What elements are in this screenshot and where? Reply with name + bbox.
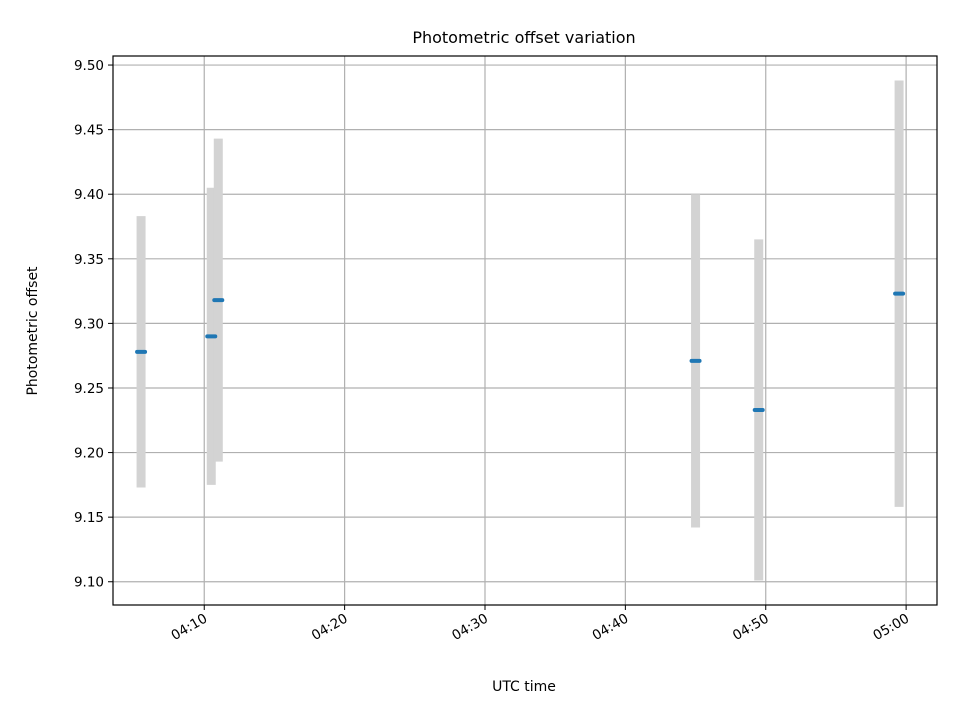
y-tick-label: 9.10 (74, 575, 104, 591)
y-tick-label: 9.35 (74, 252, 104, 268)
y-tick-label: 9.25 (74, 381, 104, 397)
y-tick-label: 9.40 (74, 187, 104, 203)
data-markers (135, 291, 906, 412)
y-tick-label: 9.30 (74, 316, 104, 332)
y-axis-label: Photometric offset (25, 266, 41, 396)
y-tick-label: 9.15 (74, 510, 104, 526)
grid (113, 56, 937, 605)
y-tick-label: 9.45 (74, 123, 104, 139)
axes (108, 55, 938, 610)
y-tick-label: 9.50 (74, 58, 104, 74)
y-tick-label: 9.20 (74, 446, 104, 462)
x-axis-label: UTC time (492, 679, 556, 695)
chart-title: Photometric offset variation (412, 28, 635, 47)
plot-frame (112, 55, 938, 606)
